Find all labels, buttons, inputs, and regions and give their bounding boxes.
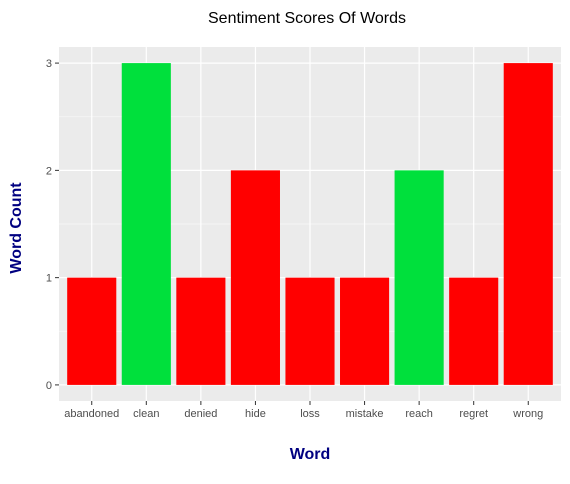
chart-title: Sentiment Scores Of Words	[208, 10, 406, 27]
x-tick-label: hide	[245, 408, 266, 420]
bars	[67, 63, 553, 385]
x-tick-label: wrong	[512, 408, 543, 420]
y-tick-label: 2	[46, 165, 52, 177]
y-tick-label: 0	[46, 380, 52, 392]
y-tick-label: 3	[46, 58, 52, 70]
x-tick-label: denied	[184, 408, 217, 420]
bar-loss	[285, 277, 335, 385]
x-tick-label: clean	[133, 408, 159, 420]
x-tick-label: abandoned	[64, 408, 119, 420]
bar-wrong	[503, 63, 553, 385]
bar-abandoned	[67, 277, 117, 385]
x-axis: abandoned clean denied hide loss mistake reach…	[64, 401, 543, 420]
bar-denied	[176, 277, 226, 385]
y-tick-label: 1	[46, 273, 52, 285]
bar-hide	[230, 170, 280, 385]
x-tick-label: regret	[459, 408, 488, 420]
bar-clean	[121, 63, 171, 385]
bar-regret	[449, 277, 499, 385]
x-tick-label: mistake	[346, 408, 384, 420]
bar-mistake	[340, 277, 390, 385]
bar-reach	[394, 170, 444, 385]
x-axis-title: Word	[290, 446, 331, 463]
y-axis: 0 1 2 3	[46, 58, 59, 392]
y-axis-title: Word Count	[8, 182, 25, 274]
x-tick-label: reach	[405, 408, 433, 420]
x-tick-label: loss	[300, 408, 320, 420]
